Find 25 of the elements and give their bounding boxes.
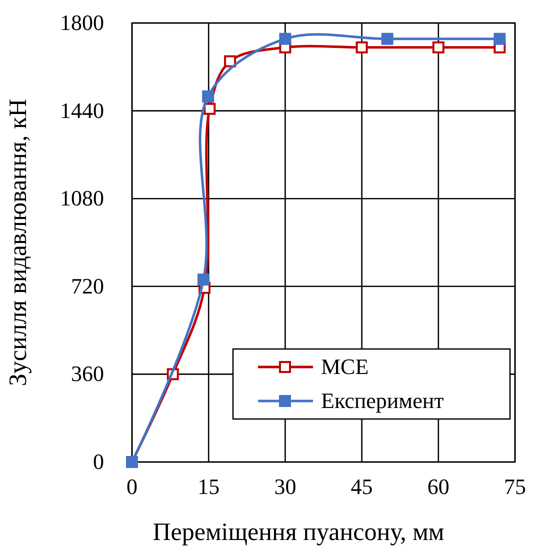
y-tick-label: 1800: [60, 10, 104, 35]
x-tick-label: 15: [198, 474, 220, 499]
x-axis-title: Переміщення пуансону, мм: [152, 519, 444, 546]
point: [494, 32, 506, 45]
y-tick-label: 0: [93, 449, 104, 474]
y-tick-label: 1080: [60, 186, 104, 211]
y-tick-label: 1440: [60, 98, 104, 123]
point: [202, 90, 214, 102]
point: [197, 274, 210, 286]
point: [204, 102, 216, 115]
point: [224, 55, 236, 68]
x-tick-label: 45: [350, 474, 373, 499]
legend-label: МСЕ: [321, 354, 369, 379]
legend-label: Експеримент: [321, 388, 444, 413]
x-tick-label: 30: [274, 474, 296, 499]
point: [356, 41, 368, 54]
x-tick-label: 75: [504, 474, 526, 499]
point: [432, 41, 444, 54]
point: [381, 32, 394, 45]
y-axis-title: Зусилля видавлювання, кН: [5, 98, 32, 386]
point: [279, 32, 292, 45]
y-tick-label: 720: [71, 273, 104, 298]
y-tick-label: 360: [71, 361, 104, 386]
x-tick-label: 0: [126, 474, 138, 499]
x-tick-label: 60: [427, 474, 450, 499]
